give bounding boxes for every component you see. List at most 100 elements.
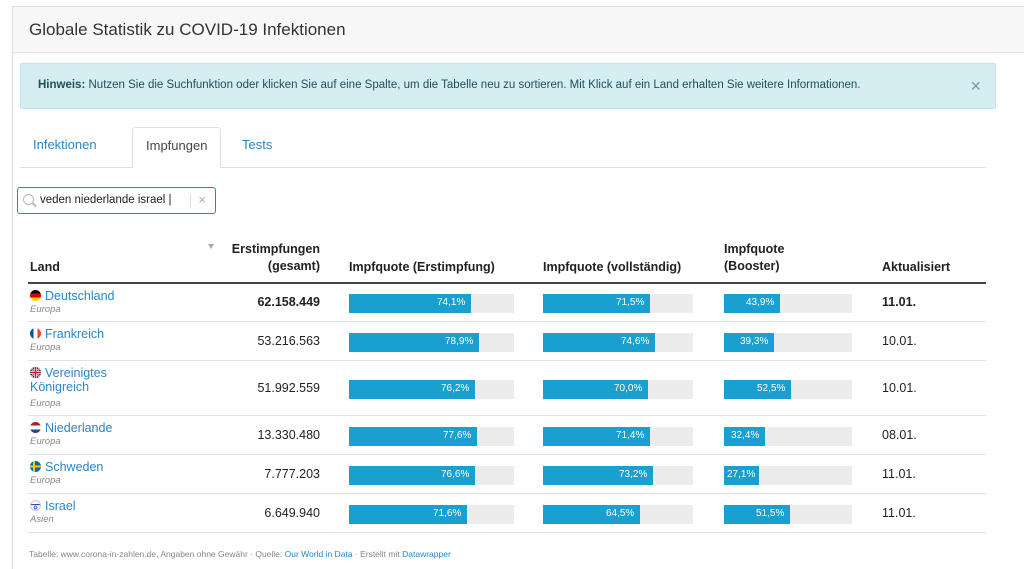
fr-flag-icon [30, 328, 41, 339]
tab-infektionen[interactable]: Infektionen [33, 137, 97, 152]
clear-icon[interactable]: × [198, 192, 206, 207]
footer-middle: · Erstellt mit [352, 549, 403, 559]
updated-date: 11.01. [882, 295, 917, 309]
quote-erst-bar: 77,6% [349, 427, 514, 446]
source-link[interactable]: Our World in Data [284, 549, 353, 559]
bar-value-label: 76,2% [441, 383, 470, 394]
bar-value-label: 71,6% [433, 508, 462, 519]
quote-voll-bar: 73,2% [543, 466, 693, 485]
quote-erst-bar: 74,1% [349, 294, 514, 313]
country-name: Niederlande [45, 421, 113, 435]
bar-fill [724, 427, 765, 446]
continent-label: Europa [30, 304, 61, 315]
table-footer: Tabelle: www.corona-in-zahlen.de, Angabe… [29, 549, 451, 559]
search-input[interactable]: veden niederlande israel | × [17, 187, 216, 214]
booster-bar: 43,9% [724, 294, 852, 313]
bar-fill [349, 380, 475, 399]
column-header-aktualisiert[interactable]: Aktualisiert [882, 260, 951, 274]
updated-date: 11.01. [882, 467, 916, 481]
column-header-erstimpfungen[interactable]: Erstimpfungen (gesamt) [220, 241, 320, 275]
bar-fill [543, 505, 640, 524]
updated-date: 11.01. [882, 506, 916, 520]
bar-value-label: 70,0% [614, 383, 643, 394]
column-header-booster[interactable]: Impfquote (Booster) [724, 241, 784, 275]
continent-label: Europa [30, 475, 61, 486]
bar-fill [724, 505, 790, 524]
bar-fill [349, 294, 471, 313]
bar-fill [543, 380, 648, 399]
bar-fill [543, 294, 650, 313]
quote-erst-bar: 76,2% [349, 380, 514, 399]
tab-tests[interactable]: Tests [242, 137, 273, 152]
bar-value-label: 27,1% [727, 469, 756, 480]
updated-date: 10.01. [882, 381, 917, 395]
nl-flag-icon [30, 422, 41, 433]
booster-bar: 32,4% [724, 427, 852, 446]
country-link[interactable]: Frankreich [30, 327, 104, 341]
country-link[interactable]: Schweden [30, 460, 103, 474]
bar-fill [349, 333, 479, 352]
quote-voll-bar: 70,0% [543, 380, 693, 399]
table-row: Frankreich Europa 53.216.563 78,9% 74,6% 39,3… [28, 322, 986, 361]
country-link[interactable]: Vereinigtes Königreich [30, 366, 107, 394]
erstimpfungen-value: 6.649.940 [264, 506, 320, 520]
close-icon[interactable]: × [970, 76, 981, 96]
tab-impfungen[interactable]: Impfungen [132, 127, 222, 169]
table-row: Schweden Europa 7.777.203 76,6% 73,2% 27,1% 11… [28, 455, 986, 494]
search-value: veden niederlande israel | [40, 194, 172, 206]
bar-value-label: 71,5% [616, 297, 645, 308]
bar-fill [543, 427, 650, 446]
country-link[interactable]: Niederlande [30, 421, 112, 435]
de-flag-icon [30, 290, 41, 301]
country-name: Deutschland [45, 289, 115, 303]
sort-desc-icon[interactable] [208, 244, 214, 249]
continent-label: Europa [30, 436, 61, 447]
info-alert: Hinweis: Nutzen Sie die Suchfunktion ode… [20, 63, 996, 109]
column-header-quote-voll[interactable]: Impfquote (vollständig) [543, 260, 682, 274]
booster-bar: 52,5% [724, 380, 852, 399]
erstimpfungen-value: 13.330.480 [257, 428, 320, 442]
table-header-divider [28, 282, 986, 284]
search-divider [190, 194, 191, 208]
alert-text: Nutzen Sie die Suchfunktion oder klicken… [85, 79, 861, 91]
bar-fill [724, 294, 780, 313]
column-header-erstimpfungen-line2: (gesamt) [267, 259, 320, 273]
bar-fill [543, 466, 653, 485]
column-header-land[interactable]: Land [30, 260, 60, 274]
erstimpfungen-value: 62.158.449 [257, 295, 320, 309]
quote-voll-bar: 64,5% [543, 505, 693, 524]
quote-voll-bar: 74,6% [543, 333, 693, 352]
table-row: Deutschland Europa 62.158.449 74,1% 71,5% 43,… [28, 284, 986, 322]
country-link[interactable]: Deutschland [30, 289, 115, 303]
table-row: Vereinigtes Königreich Europa 51.992.559 76,… [28, 361, 986, 416]
country-name-line1: Vereinigtes [45, 366, 107, 380]
quote-erst-bar: 71,6% [349, 505, 514, 524]
country-link[interactable]: Israel [30, 499, 76, 513]
bar-fill [724, 333, 774, 352]
bar-value-label: 39,3% [740, 336, 769, 347]
bar-value-label: 74,1% [437, 297, 466, 308]
bar-fill [724, 380, 791, 399]
erstimpfungen-value: 51.992.559 [257, 381, 320, 395]
country-name-line2: Königreich [30, 380, 90, 394]
column-header-quote-erst[interactable]: Impfquote (Erstimpfung) [349, 260, 495, 274]
datawrapper-link[interactable]: Datawrapper [402, 549, 451, 559]
footer-prefix: Tabelle: www.corona-in-zahlen.de, Angabe… [29, 549, 285, 559]
bar-fill [349, 427, 477, 446]
search-icon [23, 194, 34, 205]
quote-erst-bar: 76,6% [349, 466, 514, 485]
continent-label: Europa [30, 398, 61, 409]
quote-erst-bar: 78,9% [349, 333, 514, 352]
bar-fill [543, 333, 655, 352]
bar-value-label: 71,4% [616, 430, 645, 441]
bar-value-label: 77,6% [443, 430, 472, 441]
booster-bar: 39,3% [724, 333, 852, 352]
country-name: Frankreich [45, 327, 105, 341]
table-row: Niederlande Europa 13.330.480 77,6% 71,4% 32,… [28, 416, 986, 455]
bar-value-label: 74,6% [621, 336, 650, 347]
bar-value-label: 64,5% [606, 508, 635, 519]
table-row: Israel Asien 6.649.940 71,6% 64,5% 51,5% 11.01… [28, 494, 986, 533]
column-header-erstimpfungen-line1: Erstimpfungen [231, 242, 320, 256]
updated-date: 10.01. [882, 334, 917, 348]
quote-voll-bar: 71,5% [543, 294, 693, 313]
